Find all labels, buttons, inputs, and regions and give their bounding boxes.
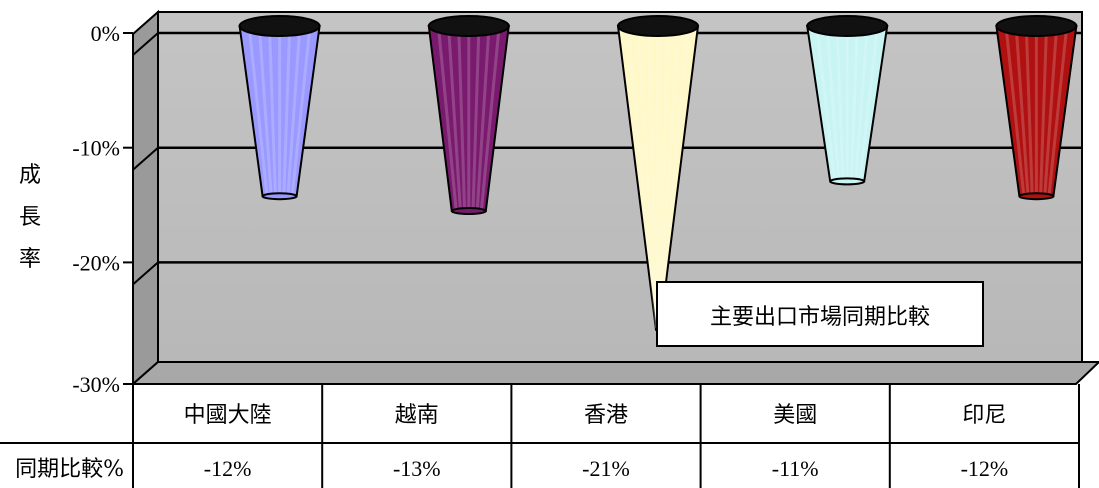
category-label: 越南 bbox=[395, 403, 439, 428]
cone-bar bbox=[616, 15, 700, 331]
plot-side-wall bbox=[132, 9, 159, 387]
y-label-char: 長 bbox=[19, 205, 41, 230]
y-axis-ticks: 0% -10% -20% -30% bbox=[72, 21, 133, 397]
data-value-label: -12% bbox=[961, 456, 1009, 481]
y-tick-label: -10% bbox=[72, 136, 120, 161]
cone-bar bbox=[806, 15, 889, 186]
category-label: 香港 bbox=[584, 403, 628, 428]
data-value-label: -13% bbox=[393, 456, 441, 481]
plot-floor bbox=[130, 361, 1099, 385]
cone-bar bbox=[427, 15, 510, 216]
y-tick-label: -20% bbox=[72, 250, 120, 275]
table-row-label: 同期比較% bbox=[15, 457, 124, 482]
cone-bar bbox=[238, 15, 321, 201]
annotation-box bbox=[656, 281, 984, 347]
y-tick-label: 0% bbox=[91, 21, 120, 46]
annotation-text: 主要出口市場同期比較 bbox=[710, 305, 930, 330]
data-value-label: -12% bbox=[204, 456, 252, 481]
data-table: 中國大陸 -12% 越南 -13% 香港 -21% 美國 -11% 印尼 -12% bbox=[0, 384, 1080, 488]
cone-bar bbox=[995, 15, 1078, 201]
y-axis-label: 成長率 bbox=[19, 163, 41, 272]
category-label: 中國大陸 bbox=[184, 403, 272, 428]
y-label-char: 成 bbox=[19, 163, 41, 188]
y-label-char: 率 bbox=[19, 247, 41, 272]
data-value-label: -11% bbox=[772, 456, 819, 481]
category-label: 美國 bbox=[773, 403, 817, 428]
cones-group bbox=[238, 15, 1078, 331]
data-value-label: -21% bbox=[582, 456, 630, 481]
y-tick-label: -30% bbox=[72, 372, 120, 397]
category-label: 印尼 bbox=[962, 403, 1006, 428]
